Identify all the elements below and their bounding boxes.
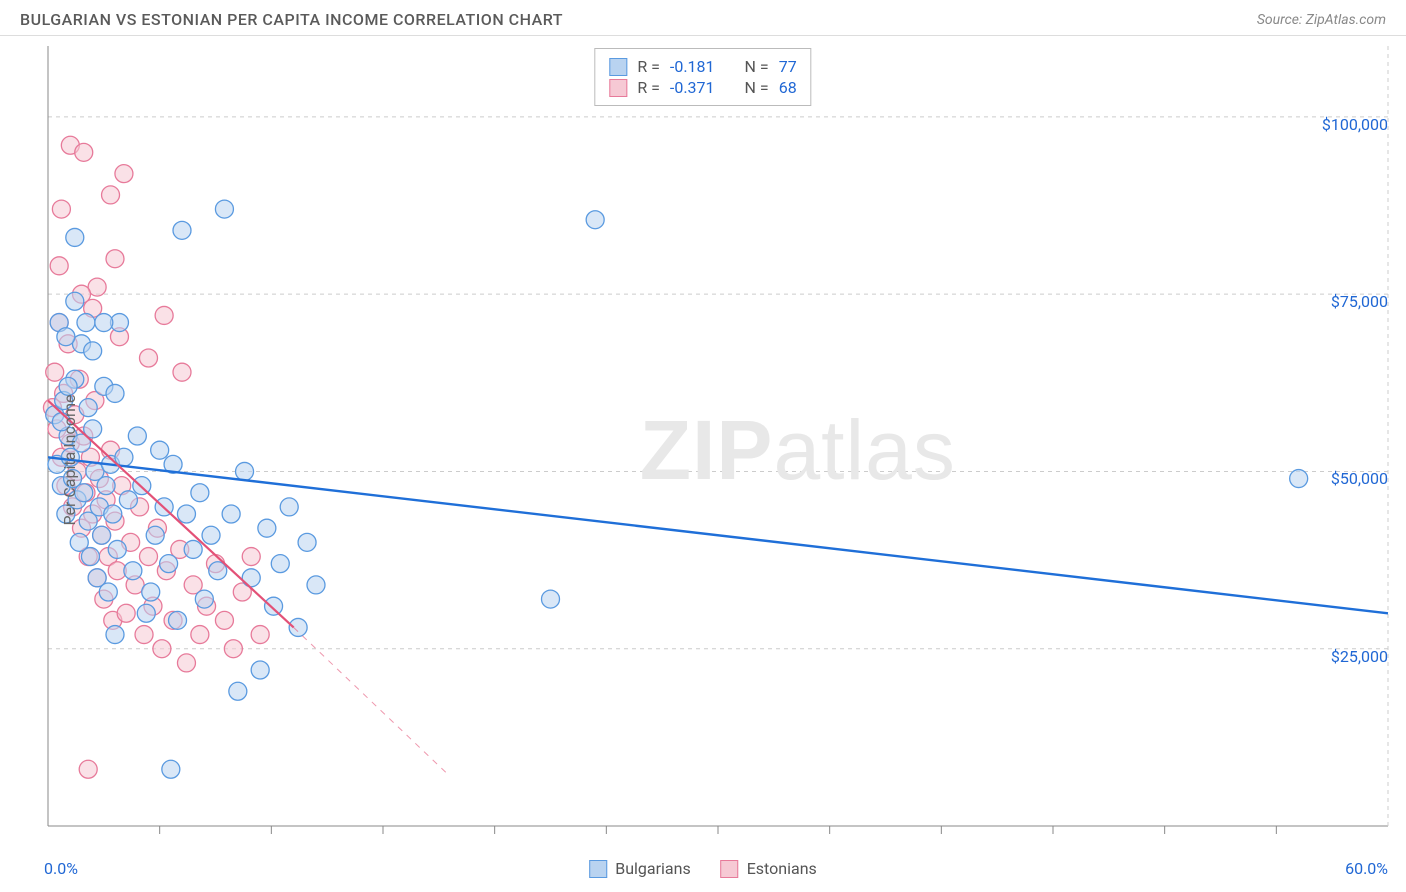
n-label: N = bbox=[745, 57, 769, 76]
legend-row-bulgarians: R = -0.181 N = 77 bbox=[609, 57, 796, 76]
legend-correlation: R = -0.181 N = 77 R = -0.371 N = 68 bbox=[594, 48, 811, 106]
y-tick-label: $50,000 bbox=[1331, 469, 1388, 488]
chart-source: Source: ZipAtlas.com bbox=[1257, 12, 1386, 28]
r-label: R = bbox=[637, 78, 660, 97]
legend-series: Bulgarians Estonians bbox=[589, 859, 817, 878]
y-tick-label: $100,000 bbox=[1322, 115, 1388, 134]
x-tick-max: 60.0% bbox=[1345, 859, 1388, 878]
legend-row-estonians: R = -0.371 N = 68 bbox=[609, 78, 796, 97]
swatch-bulgarians-icon bbox=[589, 860, 607, 878]
chart-title: BULGARIAN VS ESTONIAN PER CAPITA INCOME … bbox=[20, 10, 563, 29]
swatch-estonians-icon bbox=[721, 860, 739, 878]
y-tick-label: $75,000 bbox=[1331, 292, 1388, 311]
chart-area: ZIPatlas Per Capita Income R = -0.181 N … bbox=[0, 36, 1406, 884]
n-label: N = bbox=[745, 78, 769, 97]
legend-label-bulgarians: Bulgarians bbox=[615, 859, 690, 878]
r-label: R = bbox=[637, 57, 660, 76]
legend-item-bulgarians: Bulgarians bbox=[589, 859, 690, 878]
n-value-bulgarians: 77 bbox=[779, 57, 797, 76]
chart-header: BULGARIAN VS ESTONIAN PER CAPITA INCOME … bbox=[0, 0, 1406, 36]
swatch-bulgarians bbox=[609, 58, 627, 76]
legend-label-estonians: Estonians bbox=[747, 859, 817, 878]
y-axis-label: Per Capita Income bbox=[60, 395, 79, 526]
n-value-estonians: 68 bbox=[779, 78, 797, 97]
x-tick-min: 0.0% bbox=[44, 859, 78, 878]
legend-item-estonians: Estonians bbox=[721, 859, 817, 878]
scatter-chart-svg bbox=[0, 36, 1406, 884]
r-value-bulgarians: -0.181 bbox=[670, 57, 715, 76]
y-tick-label: $25,000 bbox=[1331, 647, 1388, 666]
r-value-estonians: -0.371 bbox=[670, 78, 715, 97]
swatch-estonians bbox=[609, 79, 627, 97]
